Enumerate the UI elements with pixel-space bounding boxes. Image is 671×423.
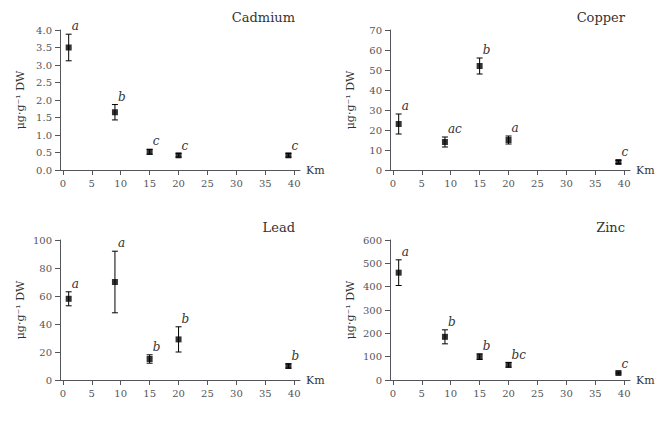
svg-text:Zinc: Zinc [596, 220, 625, 235]
svg-text:20: 20 [39, 347, 52, 358]
svg-text:5: 5 [89, 388, 95, 399]
svg-text:Km: Km [636, 164, 655, 177]
svg-text:b: b [448, 315, 456, 329]
svg-text:0: 0 [390, 388, 396, 399]
svg-text:20: 20 [172, 178, 185, 189]
svg-text:Copper: Copper [577, 10, 626, 25]
svg-text:40: 40 [369, 85, 382, 96]
svg-text:0: 0 [390, 178, 396, 189]
svg-text:a: a [402, 99, 409, 113]
svg-text:1.0: 1.0 [36, 130, 52, 141]
svg-text:c: c [182, 139, 189, 153]
svg-text:10: 10 [444, 178, 457, 189]
svg-text:5: 5 [419, 178, 425, 189]
svg-text:20: 20 [502, 178, 515, 189]
svg-text:300: 300 [363, 305, 382, 316]
svg-text:60: 60 [369, 45, 382, 56]
svg-text:0.5: 0.5 [36, 147, 52, 158]
svg-text:40: 40 [618, 178, 631, 189]
svg-text:70: 70 [369, 25, 382, 36]
svg-text:30: 30 [560, 388, 573, 399]
svg-text:ac: ac [448, 122, 462, 136]
svg-text:2.5: 2.5 [36, 77, 52, 88]
svg-text:0: 0 [60, 388, 66, 399]
svg-text:bc: bc [512, 348, 527, 362]
svg-text:a: a [118, 236, 125, 250]
svg-text:Cadmium: Cadmium [232, 10, 295, 25]
svg-text:μg·g⁻¹ DW: μg·g⁻¹ DW [344, 280, 357, 339]
svg-text:3.5: 3.5 [36, 42, 52, 53]
svg-text:35: 35 [259, 388, 272, 399]
svg-text:0.0: 0.0 [36, 165, 52, 176]
svg-text:35: 35 [589, 178, 602, 189]
svg-text:μg·g⁻¹ DW: μg·g⁻¹ DW [14, 280, 27, 339]
svg-text:c: c [621, 145, 628, 159]
svg-text:b: b [182, 312, 190, 326]
svg-text:10: 10 [114, 178, 127, 189]
svg-text:30: 30 [369, 105, 382, 116]
svg-text:a: a [512, 121, 519, 135]
svg-text:500: 500 [363, 258, 382, 269]
svg-text:5: 5 [89, 178, 95, 189]
svg-text:μg·g⁻¹ DW: μg·g⁻¹ DW [344, 70, 357, 129]
svg-text:10: 10 [444, 388, 457, 399]
svg-text:100: 100 [363, 351, 382, 362]
svg-text:25: 25 [531, 178, 544, 189]
svg-text:25: 25 [201, 388, 214, 399]
svg-text:3.0: 3.0 [36, 60, 52, 71]
svg-text:50: 50 [369, 65, 382, 76]
svg-text:15: 15 [473, 178, 486, 189]
svg-text:30: 30 [560, 178, 573, 189]
svg-text:b: b [153, 340, 161, 354]
svg-text:40: 40 [288, 178, 301, 189]
svg-text:b: b [291, 349, 299, 363]
svg-text:30: 30 [230, 388, 243, 399]
svg-text:a: a [72, 19, 79, 33]
svg-text:b: b [483, 339, 491, 353]
svg-text:a: a [72, 277, 79, 291]
svg-text:10: 10 [114, 388, 127, 399]
svg-text:0: 0 [46, 375, 52, 386]
svg-text:60: 60 [39, 291, 52, 302]
svg-text:25: 25 [201, 178, 214, 189]
svg-text:b: b [118, 90, 126, 104]
svg-text:μg·g⁻¹ DW: μg·g⁻¹ DW [14, 70, 27, 129]
svg-text:b: b [483, 43, 491, 57]
svg-text:10: 10 [369, 145, 382, 156]
svg-text:2.0: 2.0 [36, 95, 52, 106]
svg-text:40: 40 [39, 319, 52, 330]
svg-text:c: c [153, 134, 160, 148]
svg-text:20: 20 [502, 388, 515, 399]
svg-text:4.0: 4.0 [36, 25, 52, 36]
svg-text:600: 600 [363, 235, 382, 246]
svg-text:40: 40 [288, 388, 301, 399]
svg-text:35: 35 [259, 178, 272, 189]
svg-text:15: 15 [143, 388, 156, 399]
svg-text:5: 5 [419, 388, 425, 399]
svg-text:Km: Km [306, 374, 325, 387]
svg-text:200: 200 [363, 328, 382, 339]
svg-text:40: 40 [618, 388, 631, 399]
svg-text:35: 35 [589, 388, 602, 399]
svg-text:20: 20 [369, 125, 382, 136]
svg-text:100: 100 [33, 235, 52, 246]
svg-text:Lead: Lead [263, 220, 295, 235]
svg-text:80: 80 [39, 263, 52, 274]
svg-text:0: 0 [376, 375, 382, 386]
svg-text:c: c [621, 357, 628, 371]
svg-text:0: 0 [376, 165, 382, 176]
svg-text:20: 20 [172, 388, 185, 399]
svg-text:Km: Km [306, 164, 325, 177]
svg-text:15: 15 [143, 178, 156, 189]
svg-text:30: 30 [230, 178, 243, 189]
svg-text:c: c [291, 139, 298, 153]
svg-text:0: 0 [60, 178, 66, 189]
svg-text:400: 400 [363, 281, 382, 292]
svg-text:a: a [402, 245, 409, 259]
svg-text:1.5: 1.5 [36, 112, 52, 123]
svg-text:25: 25 [531, 388, 544, 399]
svg-text:15: 15 [473, 388, 486, 399]
svg-text:Km: Km [636, 374, 655, 387]
